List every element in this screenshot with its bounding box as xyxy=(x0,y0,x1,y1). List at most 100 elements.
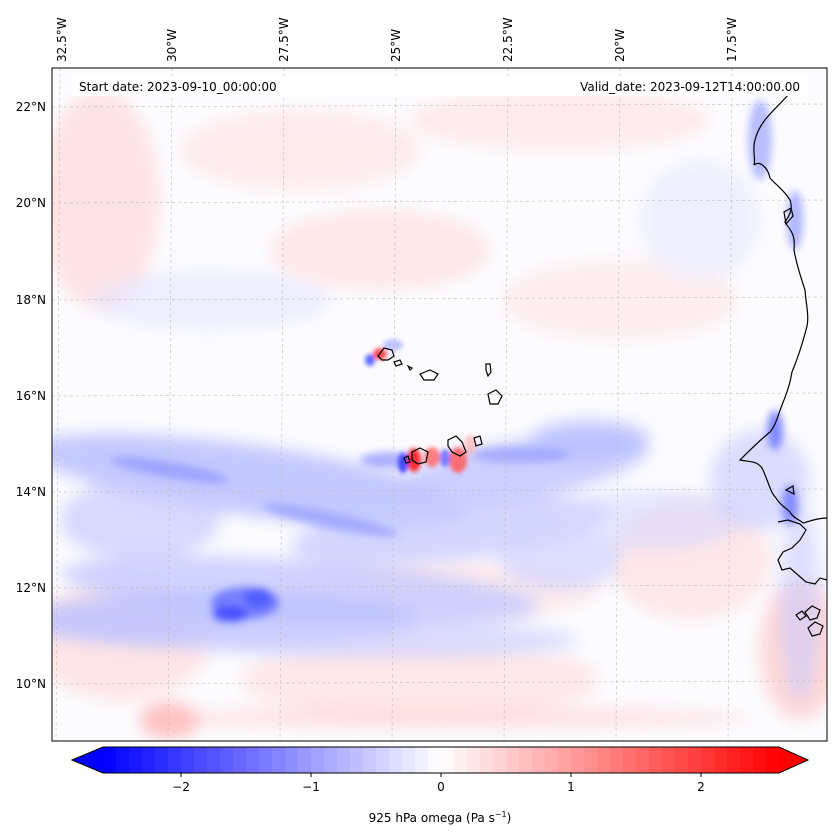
colorbar-segment xyxy=(623,747,637,773)
brava xyxy=(403,455,411,464)
colorbar-segment xyxy=(311,747,325,773)
lon-label-17-5w: 17.5°W xyxy=(725,17,739,62)
colorbar-extend-low xyxy=(72,747,103,773)
colorbar-tick-label: 0 xyxy=(437,780,445,794)
lon-label-27-5w: 27.5°W xyxy=(277,17,291,62)
colorbar-segment xyxy=(467,747,481,773)
colorbar-segment xyxy=(220,747,234,773)
coast-inlet xyxy=(783,207,794,226)
colorbar-tick-label: 1 xyxy=(567,780,575,794)
colorbar-segment xyxy=(714,747,728,773)
boa-vista xyxy=(487,389,503,405)
sao-vicente xyxy=(393,359,403,367)
guinea-bissau-coast xyxy=(777,519,827,585)
sal xyxy=(485,363,492,378)
colorbar-segment xyxy=(584,747,598,773)
colorbar-extend-high xyxy=(779,747,808,773)
colorbar-segment xyxy=(428,747,442,773)
colorbar-segment xyxy=(688,747,702,773)
colorbar-segment xyxy=(246,747,260,773)
colorbar-segment xyxy=(285,747,299,773)
colorbar-outline xyxy=(70,746,810,774)
lon-label-30w: 30°W xyxy=(165,29,179,62)
cape-verde-islands xyxy=(377,347,503,465)
colorbar-ticks: −2 −1 0 1 2 xyxy=(172,773,705,794)
lon-label-20w: 20°W xyxy=(613,29,627,62)
colorbar-segment xyxy=(441,747,455,773)
colorbar-segment xyxy=(545,747,559,773)
colorbar-segment xyxy=(272,747,286,773)
bijagos-island-3 xyxy=(795,610,807,621)
colorbar-segment xyxy=(376,747,390,773)
map-frame xyxy=(51,67,828,742)
colorbar-segment xyxy=(337,747,351,773)
colorbar-segment xyxy=(532,747,546,773)
colorbar-segment xyxy=(116,747,130,773)
colorbar-segment xyxy=(155,747,169,773)
colorbar-segments xyxy=(72,747,808,773)
colorbar-segment xyxy=(324,747,338,773)
coastline xyxy=(738,94,827,637)
colorbar-tick-label: −1 xyxy=(302,780,320,794)
colorbar-segment xyxy=(363,747,377,773)
colorbar-segment xyxy=(233,747,247,773)
colorbar-segment xyxy=(194,747,208,773)
lat-label-20n: 20°N xyxy=(16,196,46,210)
colorbar-segment xyxy=(493,747,507,773)
fogo xyxy=(411,447,429,465)
colorbar: −2 −1 0 1 2 925 hPa omega (Pa s−1) xyxy=(70,746,810,825)
colorbar-label: 925 hPa omega (Pa s−1) xyxy=(369,810,512,825)
colorbar-segment xyxy=(727,747,741,773)
colorbar-segment xyxy=(480,747,494,773)
date-strip xyxy=(72,76,807,96)
colorbar-segment xyxy=(181,747,195,773)
latitude-labels: 22°N 20°N 18°N 16°N 14°N 12°N 10°N xyxy=(16,100,46,691)
bijagos-island-2 xyxy=(807,621,824,637)
colorbar-segment xyxy=(298,747,312,773)
colorbar-segment xyxy=(610,747,624,773)
colorbar-segment xyxy=(350,747,364,773)
colorbar-segment xyxy=(129,747,143,773)
santo-antao xyxy=(377,347,395,361)
colorbar-segment xyxy=(389,747,403,773)
lat-label-16n: 16°N xyxy=(16,389,46,403)
longitude-labels: 32.5°W 30°W 27.5°W 25°W 22.5°W 20°W 17.5… xyxy=(55,17,739,62)
colorbar-segment xyxy=(506,747,520,773)
lon-label-25w: 25°W xyxy=(389,29,403,62)
coast-island xyxy=(784,485,795,496)
colorbar-segment xyxy=(740,747,754,773)
colorbar-segment xyxy=(207,747,221,773)
maio xyxy=(473,435,483,447)
colorbar-segment xyxy=(558,747,572,773)
colorbar-tick-label: −2 xyxy=(172,780,190,794)
colorbar-segment xyxy=(766,747,780,773)
colorbar-segment xyxy=(636,747,650,773)
lat-label-12n: 12°N xyxy=(16,581,46,595)
colorbar-segment xyxy=(662,747,676,773)
colorbar-segment xyxy=(259,747,273,773)
bijagos-island-1 xyxy=(804,605,821,621)
colorbar-segment xyxy=(753,747,767,773)
africa-coast xyxy=(738,94,827,524)
colorbar-segment xyxy=(701,747,715,773)
colorbar-segment xyxy=(168,747,182,773)
colorbar-segment xyxy=(103,747,117,773)
lat-label-14n: 14°N xyxy=(16,485,46,499)
colorbar-segment xyxy=(597,747,611,773)
colorbar-segment xyxy=(649,747,663,773)
colorbar-segment xyxy=(519,747,533,773)
sao-nicolau xyxy=(419,369,439,381)
colorbar-segment xyxy=(402,747,416,773)
colorbar-segment xyxy=(571,747,585,773)
santa-luzia xyxy=(406,364,414,372)
colorbar-segment xyxy=(675,747,689,773)
lon-label-22-5w: 22.5°W xyxy=(501,17,515,62)
graticule xyxy=(52,68,827,741)
omega-field xyxy=(52,68,827,741)
lon-label-32-5w: 32.5°W xyxy=(55,17,69,62)
lat-label-22n: 22°N xyxy=(16,100,46,114)
colorbar-segment xyxy=(415,747,429,773)
lat-label-18n: 18°N xyxy=(16,293,46,307)
colorbar-tick-label: 2 xyxy=(697,780,705,794)
